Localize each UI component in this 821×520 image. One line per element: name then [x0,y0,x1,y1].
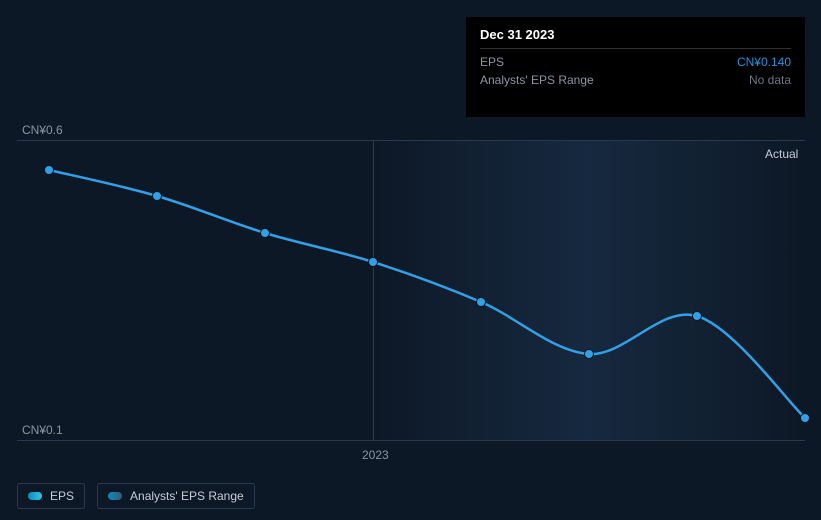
eps-point[interactable] [369,258,378,267]
tooltip-label-eps: EPS [480,55,504,69]
legend: EPS Analysts' EPS Range [17,483,255,509]
tooltip-row-range: Analysts' EPS Range No data [480,71,791,89]
eps-point[interactable] [261,229,270,238]
legend-swatch-eps-icon [28,492,42,500]
tooltip-label-range: Analysts' EPS Range [480,73,594,87]
chart-container: Dec 31 2023 EPS CN¥0.140 Analysts' EPS R… [0,0,821,520]
eps-point[interactable] [585,350,594,359]
eps-point[interactable] [477,298,486,307]
tooltip-value-range: No data [749,73,791,87]
tooltip-date: Dec 31 2023 [480,27,791,49]
legend-swatch-range-icon [108,492,122,500]
legend-item-eps[interactable]: EPS [17,483,85,509]
legend-item-range[interactable]: Analysts' EPS Range [97,483,255,509]
tooltip-value-eps: CN¥0.140 [737,55,791,69]
tooltip-row-eps: EPS CN¥0.140 [480,53,791,71]
eps-point[interactable] [693,312,702,321]
eps-line [49,170,805,418]
eps-point[interactable] [801,414,810,423]
legend-label-eps: EPS [50,489,74,503]
eps-point[interactable] [45,166,54,175]
tooltip: Dec 31 2023 EPS CN¥0.140 Analysts' EPS R… [466,17,805,117]
legend-label-range: Analysts' EPS Range [130,489,244,503]
eps-point[interactable] [153,192,162,201]
